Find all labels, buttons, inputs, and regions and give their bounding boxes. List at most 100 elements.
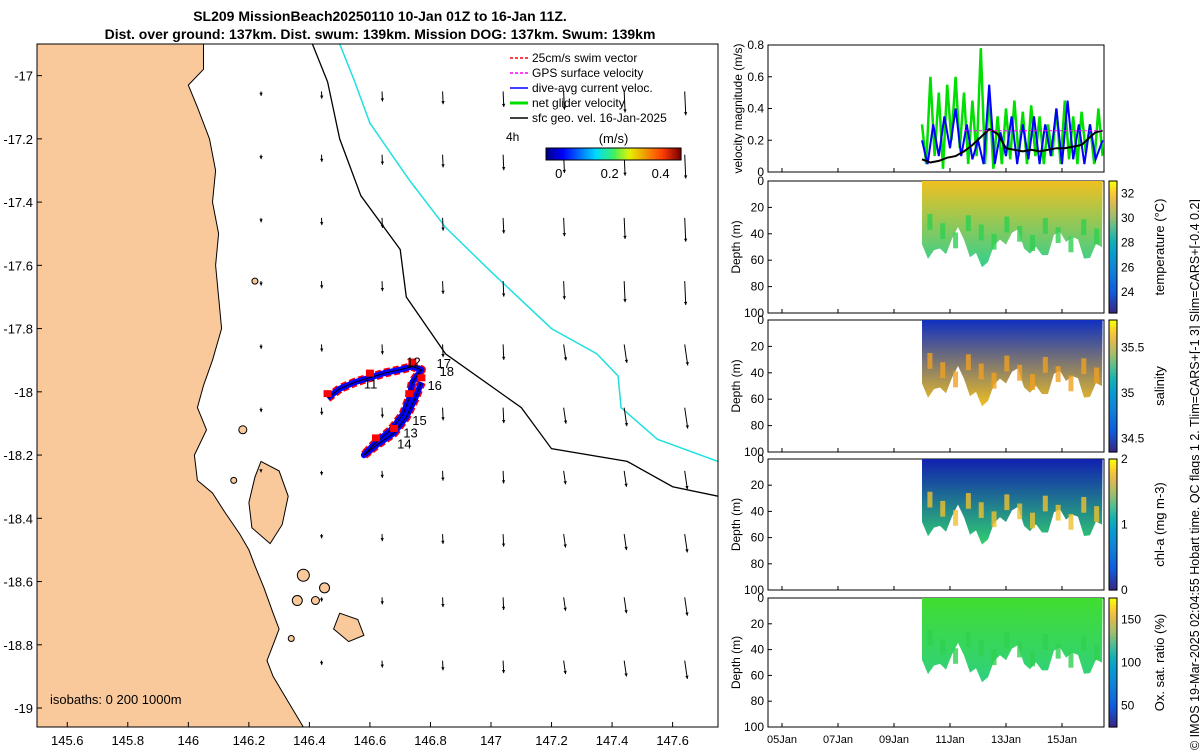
section-texture — [991, 511, 997, 528]
section-colorbar-segment — [1109, 250, 1117, 255]
section-colorbar-segment — [1109, 652, 1117, 657]
section-texture — [927, 630, 933, 646]
section-colorbar-segment — [1109, 240, 1117, 245]
section-y-tick-label: 40 — [751, 227, 765, 241]
section-colorbar-segment — [1109, 320, 1117, 324]
geo-velocity-arrow — [623, 344, 628, 363]
section-colorbar-segment — [1109, 353, 1117, 357]
colorbar-frame — [545, 147, 682, 161]
colorbar-segment — [584, 148, 588, 160]
section-colorbar-segment — [1109, 678, 1117, 683]
section-colorbar-segment — [1109, 369, 1117, 374]
section-colorbar-segment — [1109, 283, 1117, 288]
section-colorbar-segment — [1109, 419, 1117, 423]
section-colorbar-label: salinity — [1152, 366, 1167, 406]
geo-velocity-arrowhead — [501, 230, 506, 234]
section-colorbar-segment — [1109, 194, 1117, 199]
colorbar-segment — [588, 148, 592, 160]
geo-velocity-arrowhead — [380, 351, 385, 355]
reef-island — [310, 596, 320, 606]
map-x-tick-label: 147.6 — [656, 733, 689, 748]
section-colorbar-frame — [1108, 597, 1118, 728]
section-texture — [940, 500, 946, 517]
section-texture — [965, 493, 971, 509]
section-colorbar-segment — [1109, 488, 1117, 493]
section-y-tick-label: 20 — [751, 339, 765, 353]
geo-velocity-arrowhead — [441, 290, 445, 294]
section-colorbar-segment — [1109, 534, 1117, 539]
colorbar-segment — [595, 148, 599, 160]
legend-label: net glider velocity — [532, 96, 625, 110]
section-colorbar-segment — [1109, 435, 1117, 440]
geo-velocity-arrow — [684, 660, 688, 679]
section-texture — [991, 233, 997, 250]
section-colorbar-segment — [1109, 639, 1117, 644]
colorbar-segment — [640, 148, 644, 160]
geo-velocity-arrowhead — [563, 670, 567, 675]
section-colorbar-segment — [1109, 659, 1117, 664]
section-colorbar-segment — [1109, 620, 1117, 625]
section-colorbar-segment — [1109, 217, 1117, 222]
geo-velocity-arrowhead — [259, 92, 263, 96]
swim-vector-marker — [365, 369, 374, 377]
section-texture — [1004, 494, 1010, 511]
section-colorbar-tick-label: 34.5 — [1121, 431, 1145, 445]
section-colorbar-segment — [1109, 442, 1117, 446]
section-colorbar-segment — [1109, 662, 1117, 667]
section-colorbar-segment — [1109, 210, 1117, 215]
section-colorbar-segment — [1109, 395, 1117, 400]
section-colorbar-segment — [1109, 472, 1117, 476]
geo-velocity-arrowhead — [259, 345, 263, 349]
section-y-tick-label: 0 — [757, 591, 764, 605]
section-colorbar-segment — [1109, 468, 1117, 473]
section-texture — [1081, 496, 1087, 513]
geo-velocity-arrowhead — [380, 538, 384, 542]
section-colorbar-segment — [1109, 630, 1117, 635]
colorbar-segment — [548, 148, 552, 160]
isobath-200m — [311, 44, 718, 497]
section-colorbar-segment — [1109, 614, 1117, 618]
velocity-y-label: velocity magnitude (m/s) — [731, 43, 745, 173]
colorbar-segment — [620, 148, 624, 160]
section-texture — [978, 640, 984, 657]
section-colorbar-frame — [1108, 319, 1118, 453]
legend-label: GPS surface velocity — [532, 66, 643, 80]
section-colorbar-segment — [1109, 524, 1117, 529]
section-texture — [1017, 225, 1023, 242]
coastline-land — [37, 44, 304, 727]
section-colorbar-segment — [1109, 704, 1117, 709]
section-colorbar-segment — [1109, 459, 1117, 463]
geo-velocity-arrowhead — [259, 219, 263, 223]
geo-velocity-arrowhead — [319, 472, 324, 476]
velocity-y-tick-label: 0 — [757, 165, 764, 179]
section-y-tick-label: 60 — [751, 392, 765, 406]
geo-velocity-arrowhead — [380, 474, 384, 478]
section-y-tick-label: 100 — [744, 583, 764, 597]
colorbar-segment — [660, 148, 664, 160]
section-colorbar-segment — [1109, 445, 1117, 450]
geo-velocity-arrowhead — [624, 609, 628, 614]
section-y-tick-label: 100 — [744, 720, 764, 734]
section-colorbar-segment — [1109, 701, 1117, 706]
section-colorbar-segment — [1109, 293, 1117, 298]
colorbar-segment — [678, 148, 682, 160]
section-colorbar-label: Ox. sat. ratio (%) — [1152, 614, 1167, 712]
map-y-tick-label: -18.6 — [3, 575, 33, 590]
section-texture — [1004, 216, 1010, 233]
section-texture — [1042, 356, 1048, 373]
section-colorbar-segment — [1109, 409, 1117, 413]
geo-velocity-arrowhead — [259, 408, 263, 413]
track-day-label: 14 — [397, 437, 411, 452]
section-texture — [1094, 367, 1100, 384]
section-colorbar-segment — [1109, 465, 1117, 470]
section-colorbar-segment — [1109, 359, 1117, 364]
section-colorbar-segment — [1109, 668, 1117, 673]
section-colorbar-segment — [1109, 508, 1117, 512]
section-colorbar-segment — [1109, 273, 1117, 278]
section-colorbar-tick-label: 26 — [1121, 260, 1135, 274]
colorbar-segment — [570, 148, 574, 160]
section-y-label: Depth (m) — [729, 498, 743, 551]
section-colorbar-segment — [1109, 495, 1117, 499]
section-colorbar-segment — [1109, 270, 1117, 274]
map-x-tick-label: 146.4 — [293, 733, 326, 748]
